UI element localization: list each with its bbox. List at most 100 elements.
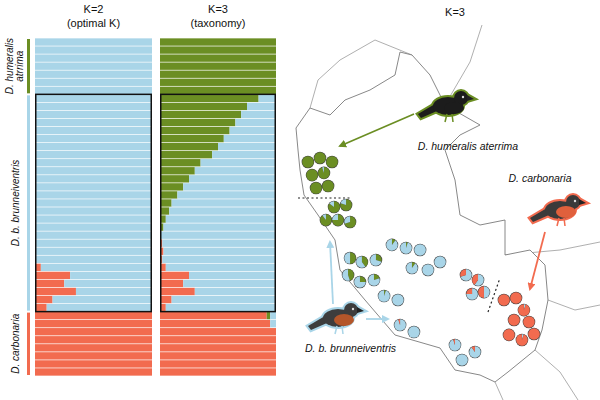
pie-slice	[350, 252, 356, 264]
pie	[422, 264, 435, 277]
admixture-bar	[163, 248, 276, 255]
pie	[408, 326, 421, 339]
pie-location	[518, 304, 531, 317]
admixture-bar	[35, 312, 152, 319]
pie-slice	[456, 354, 468, 366]
pie	[392, 294, 405, 307]
pie-location	[406, 262, 419, 275]
pie-slice	[498, 294, 510, 306]
admixture-bar	[241, 111, 276, 118]
admixture-bar	[201, 159, 276, 166]
pie-location	[314, 152, 327, 165]
pie-slice	[322, 167, 324, 173]
pie-location	[332, 214, 345, 227]
pie-slice	[302, 156, 314, 168]
admixture-bar	[276, 352, 277, 359]
bird-leg	[452, 114, 453, 122]
pie	[328, 201, 341, 214]
pie-slice	[318, 167, 330, 179]
map-title: K=3	[445, 6, 465, 18]
pie-location	[394, 319, 407, 332]
admixture-bar	[35, 183, 152, 190]
admixture-bar	[160, 111, 241, 118]
pie	[344, 216, 357, 229]
admixture-bar	[212, 151, 276, 158]
bird-leg	[342, 326, 343, 334]
bird-breast	[556, 206, 576, 218]
group-box	[161, 94, 276, 311]
admixture-bar	[276, 344, 277, 351]
pie-slice	[434, 256, 446, 268]
admixture-bar	[160, 312, 267, 319]
bird-beak	[579, 199, 586, 205]
pie	[302, 156, 315, 169]
country-border	[445, 25, 482, 105]
pie-slice	[460, 269, 466, 277]
admixture-bar	[276, 336, 277, 343]
pie-location	[344, 216, 357, 229]
pie-location	[408, 326, 421, 339]
admixture-bar	[166, 264, 276, 271]
admixture-bar	[76, 288, 152, 295]
group-label-line: atrrima	[14, 50, 25, 82]
admixture-bar	[276, 46, 277, 53]
pie-location	[466, 288, 479, 301]
pie-slice	[370, 254, 381, 266]
pie-location	[469, 346, 482, 359]
pie-slice	[469, 346, 481, 358]
panel-title: K=3	[208, 3, 228, 15]
pie-slice	[341, 199, 347, 205]
admixture-bar	[35, 62, 152, 69]
admixture-bar	[163, 223, 276, 230]
admixture-bar	[35, 248, 152, 255]
admixture-bar	[53, 296, 152, 303]
pie-location	[498, 294, 511, 307]
admixture-bar	[35, 54, 152, 61]
pie-slice	[422, 264, 434, 276]
arrow	[330, 242, 333, 304]
bar-group	[35, 38, 152, 375]
group-label: D. b. brunneiventris	[10, 160, 21, 247]
admixture-bar	[35, 231, 152, 238]
pie-slice	[523, 316, 535, 328]
admixture-bar	[224, 135, 276, 142]
admixture-bar	[160, 167, 195, 174]
admixture-bar	[160, 87, 276, 94]
group-box	[36, 94, 152, 311]
pie-slice	[406, 262, 418, 274]
pie-location	[386, 239, 399, 252]
admixture-bar	[172, 296, 276, 303]
admixture-bar	[160, 296, 172, 303]
bird-beak	[467, 95, 474, 101]
pie-location	[434, 256, 447, 269]
admixture-bar	[230, 127, 276, 134]
pie-slice	[368, 274, 380, 286]
pie-slice	[472, 346, 475, 352]
admixture-bar	[160, 143, 218, 150]
group-label: D. carbonaria	[10, 313, 21, 373]
pie-slice	[518, 304, 530, 316]
admixture-bar	[160, 191, 177, 198]
pie	[310, 182, 323, 195]
admixture-bar	[183, 280, 276, 287]
admixture-bar	[160, 79, 276, 86]
admixture-bar	[276, 368, 277, 375]
admixture-bar	[41, 264, 152, 271]
admixture-bar	[160, 103, 247, 110]
pie-location	[328, 201, 341, 214]
country-border	[535, 350, 578, 400]
pie	[516, 334, 529, 347]
admixture-bar	[160, 288, 195, 295]
admixture-bar	[160, 272, 189, 279]
admixture-bar	[35, 87, 152, 94]
bird-eye	[462, 96, 464, 98]
admixture-bar	[35, 95, 152, 102]
admixture-bar	[276, 38, 277, 45]
admixture-bar	[276, 328, 277, 335]
bird-beak	[357, 307, 364, 313]
pie	[469, 346, 482, 359]
pie-location	[306, 169, 319, 182]
admixture-bar	[160, 352, 276, 359]
pie-slice	[453, 339, 455, 345]
pie	[370, 254, 383, 267]
